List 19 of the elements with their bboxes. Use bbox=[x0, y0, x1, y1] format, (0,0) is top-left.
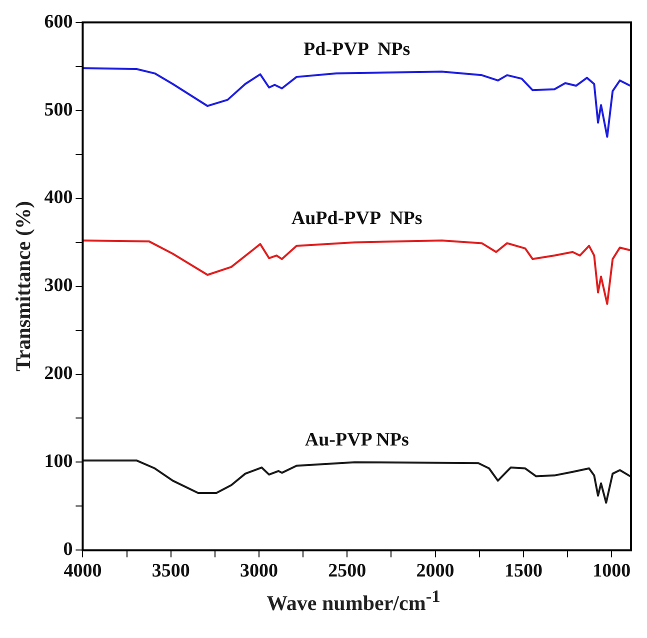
series-label: Pd-PVP NPs bbox=[304, 39, 410, 60]
x-tick-label: 2000 bbox=[416, 560, 454, 582]
series-label: AuPd-PVP NPs bbox=[291, 208, 422, 229]
y-tick-label: 300 bbox=[44, 275, 73, 296]
x-axis-title: Wave number/cm$^{-1}$ bbox=[266, 586, 442, 616]
x-tick-label: 1000 bbox=[592, 560, 631, 582]
y-tick-label: 200 bbox=[44, 363, 73, 384]
x-tick-label: 3500 bbox=[152, 560, 190, 582]
y-tick-label: 500 bbox=[44, 99, 73, 120]
x-tick-label: 4000 bbox=[64, 560, 102, 582]
y-axis-title: Transmittance (%) bbox=[11, 201, 36, 372]
y-tick-label: 100 bbox=[44, 451, 73, 472]
x-tick-label: 3000 bbox=[240, 560, 278, 582]
series-label: Au-PVP NPs bbox=[304, 430, 409, 451]
x-tick-label: 2500 bbox=[328, 560, 366, 582]
y-tick-label: 0 bbox=[63, 539, 73, 560]
y-tick-label: 600 bbox=[44, 11, 73, 32]
x-tick-label: 1500 bbox=[504, 560, 542, 582]
y-tick-label: 400 bbox=[44, 187, 73, 208]
